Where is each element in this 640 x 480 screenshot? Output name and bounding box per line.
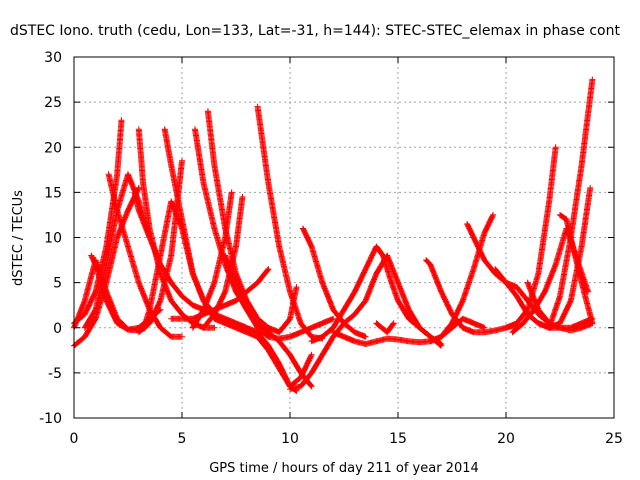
chart-title: dSTEC Iono. truth (cedu, Lon=133, Lat=-3… xyxy=(10,23,620,39)
x-tick-label: 15 xyxy=(389,431,407,447)
x-tick-label: 20 xyxy=(497,431,515,447)
series-15 xyxy=(200,193,246,331)
series-markers xyxy=(427,211,496,345)
y-tick-label: 0 xyxy=(53,321,62,337)
series-22 xyxy=(373,320,397,336)
y-tick-label: 10 xyxy=(44,231,62,247)
series-16 xyxy=(222,252,337,342)
y-tick-label: -5 xyxy=(48,366,62,382)
series-markers xyxy=(88,252,149,334)
x-axis-label: GPS time / hours of day 211 of year 2014 xyxy=(209,461,479,476)
series-markers xyxy=(189,189,235,331)
series-markers xyxy=(546,76,596,331)
x-tick-label: 0 xyxy=(70,431,79,447)
series-markers xyxy=(222,252,337,342)
series-14 xyxy=(189,189,235,331)
x-tick-label: 5 xyxy=(178,431,187,447)
x-tick-label: 25 xyxy=(605,431,623,447)
y-tick-label: 5 xyxy=(53,276,62,292)
axis-ticks: 0 5 10 15 20 25 -10 -5 0 5 10 15 20 25 30 xyxy=(39,50,623,447)
y-tick-label: 25 xyxy=(44,95,62,111)
data-markers xyxy=(71,76,596,394)
x-tick-label: 10 xyxy=(281,431,299,447)
series-20 xyxy=(308,243,445,349)
series-31 xyxy=(546,76,596,331)
series-4 xyxy=(88,252,149,334)
series-17 xyxy=(254,103,326,342)
y-tick-label: 30 xyxy=(44,50,62,66)
series-markers xyxy=(423,257,520,336)
series-markers xyxy=(200,193,246,331)
series-32 xyxy=(557,211,596,327)
series-markers xyxy=(204,108,300,336)
y-tick-label: 15 xyxy=(44,185,62,201)
series-markers xyxy=(308,243,445,349)
series-markers xyxy=(557,211,596,327)
series-24 xyxy=(427,211,496,345)
series-markers xyxy=(300,225,369,340)
series-18 xyxy=(300,225,369,340)
y-tick-label: 20 xyxy=(44,140,62,156)
series-markers xyxy=(373,320,397,336)
series-markers xyxy=(254,103,326,342)
series-13 xyxy=(204,108,300,336)
series-23 xyxy=(423,257,520,336)
y-axis-label: dSTEC / TECUs xyxy=(11,190,26,286)
y-tick-label: -10 xyxy=(39,411,62,427)
